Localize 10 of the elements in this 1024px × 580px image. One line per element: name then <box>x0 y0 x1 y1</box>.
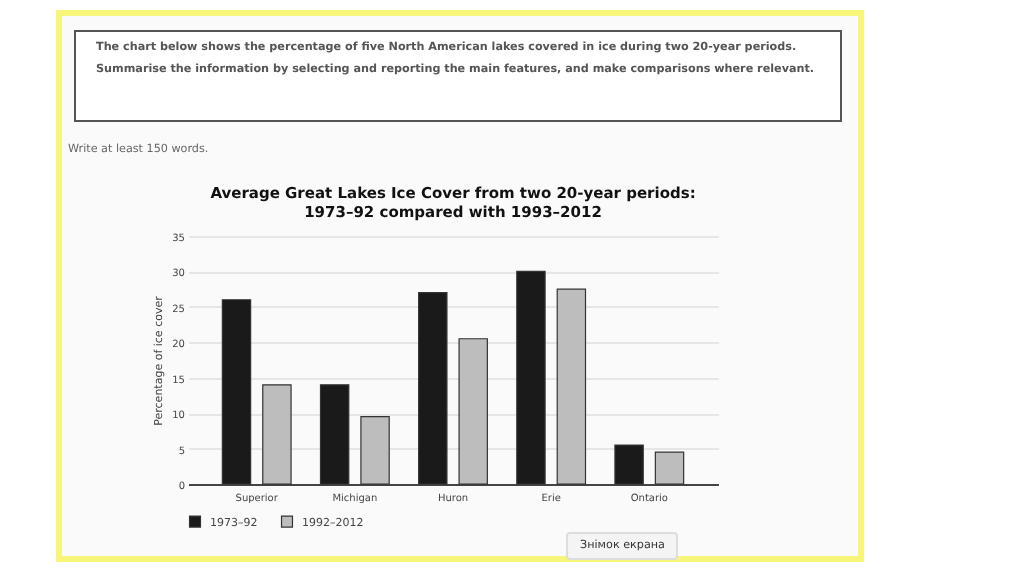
bar <box>614 444 644 485</box>
bar <box>418 292 448 485</box>
bar <box>319 384 350 485</box>
bar <box>654 451 685 485</box>
bar <box>262 384 292 485</box>
bar <box>458 338 488 485</box>
bar <box>221 299 252 485</box>
bar <box>556 288 587 485</box>
bar <box>360 416 390 485</box>
bar <box>516 270 546 485</box>
